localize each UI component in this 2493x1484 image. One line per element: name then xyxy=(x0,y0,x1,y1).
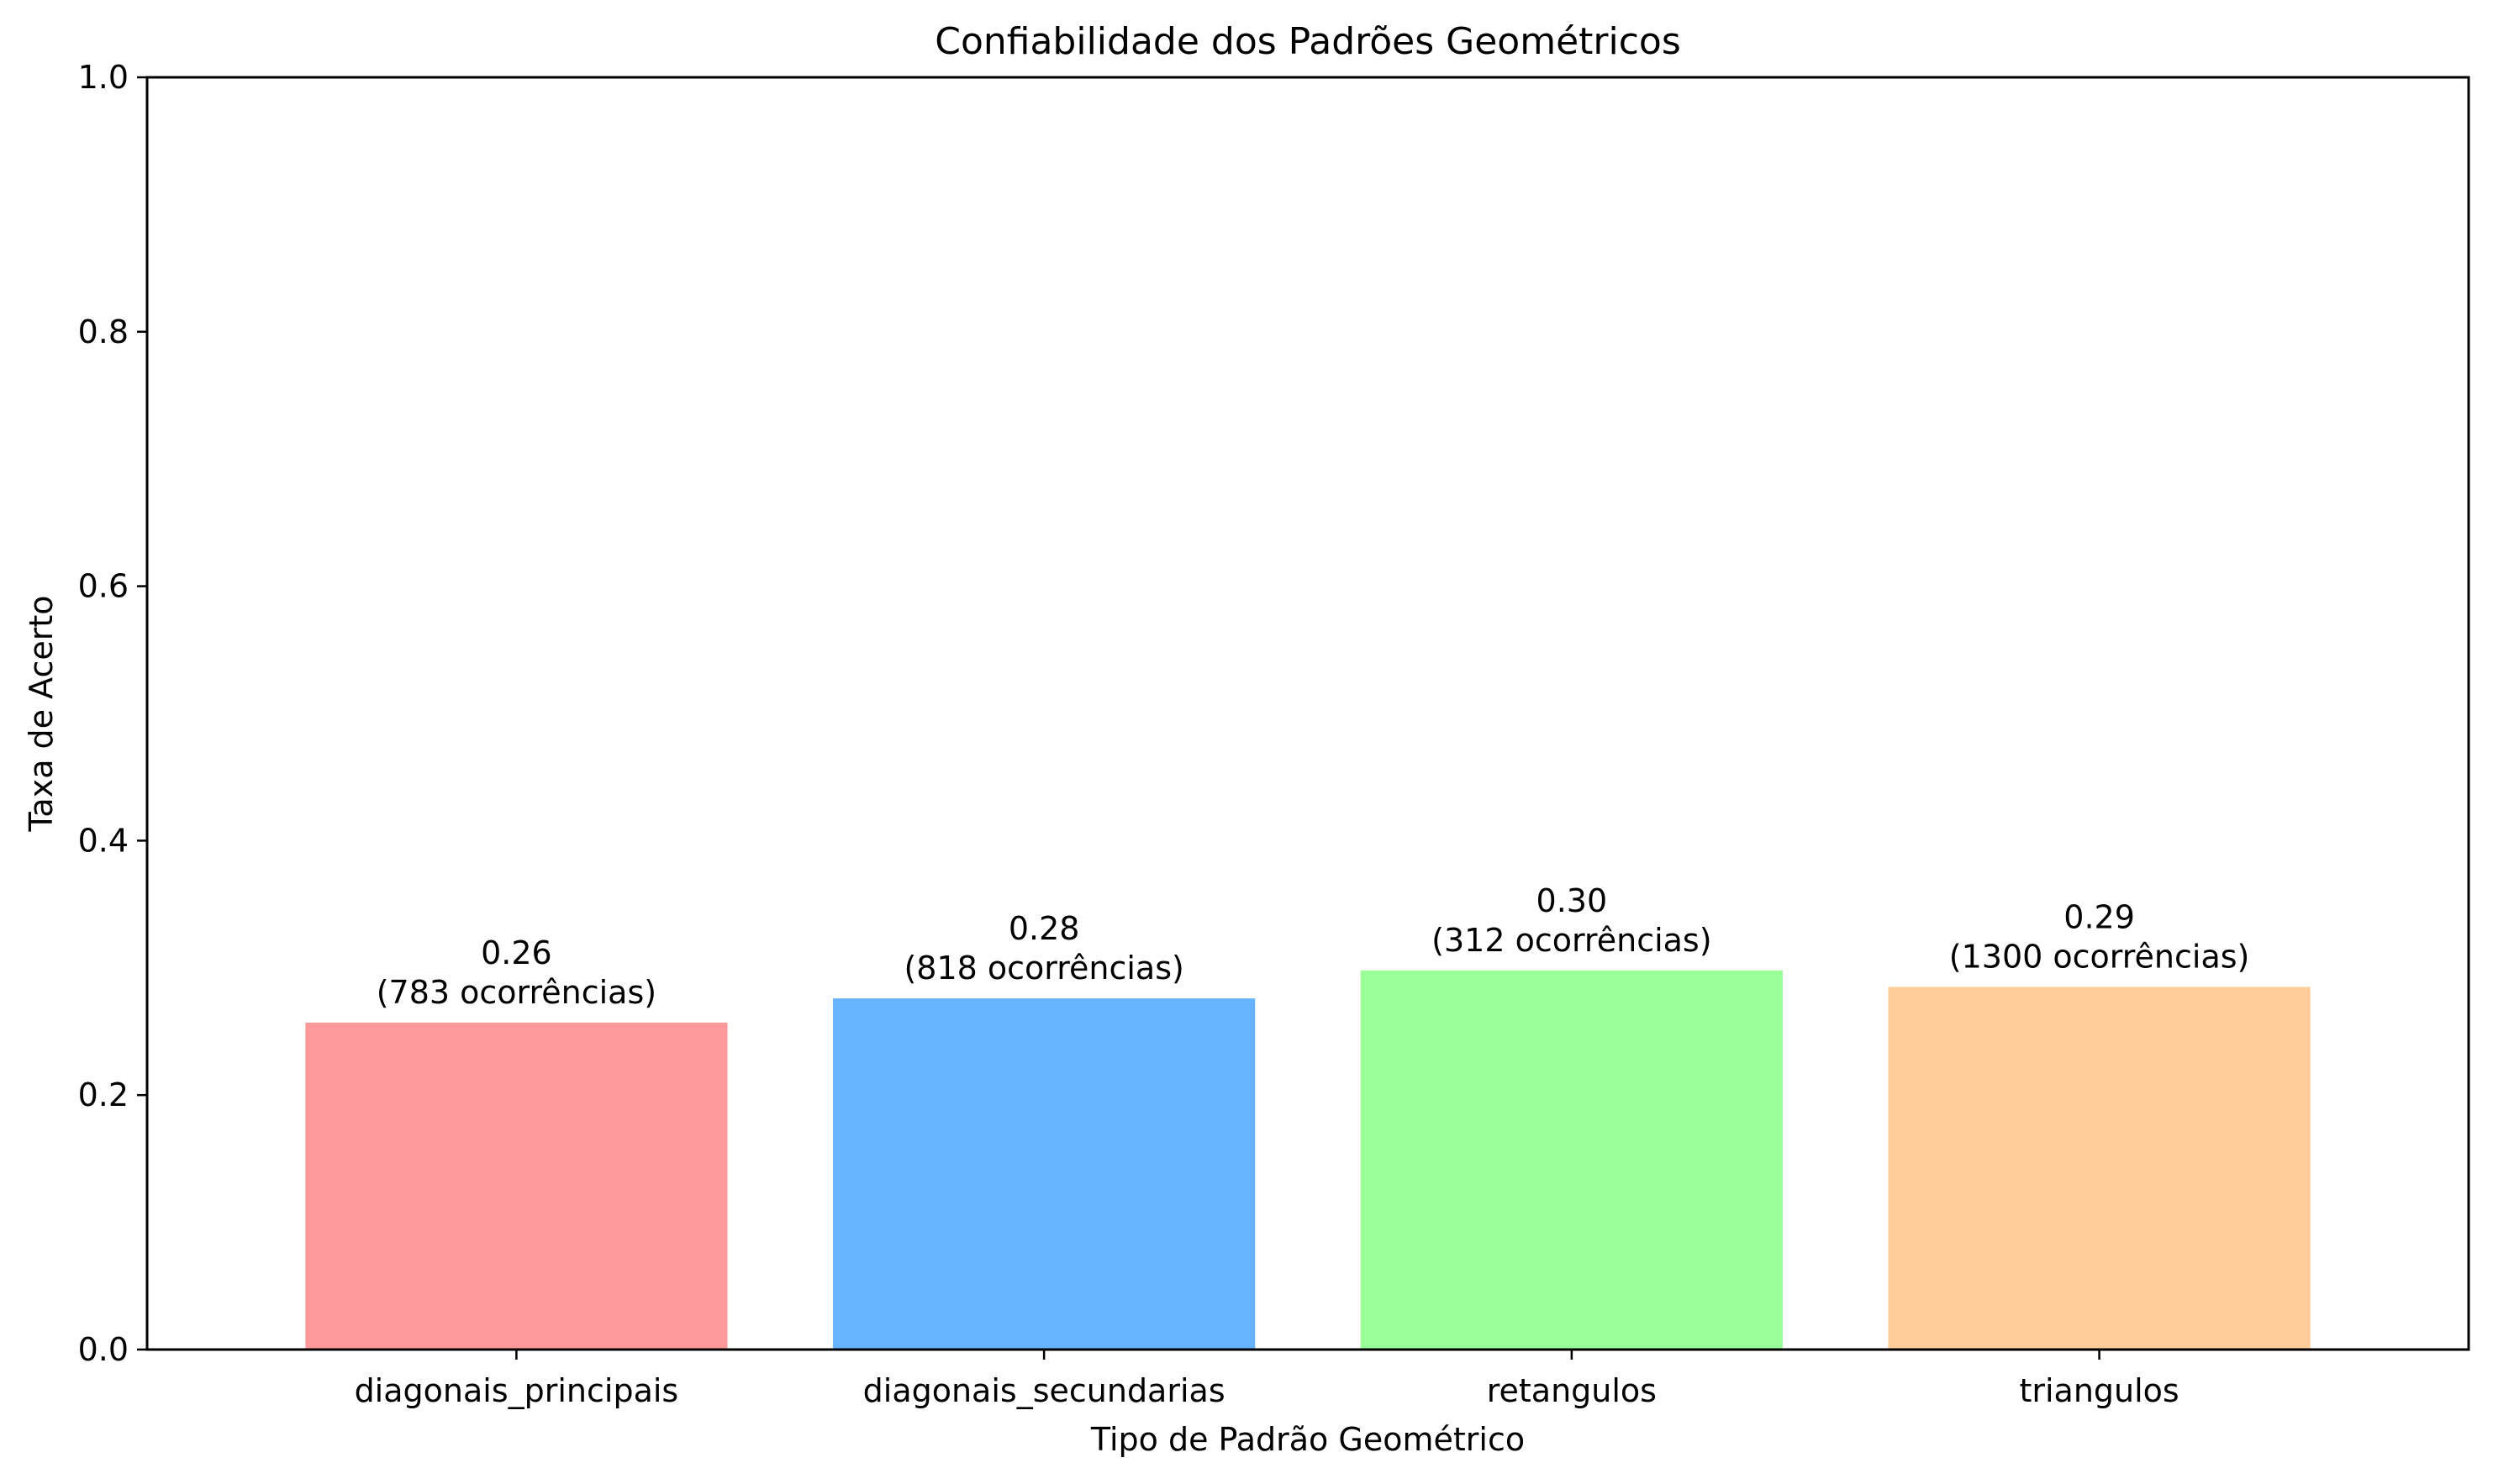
y-tick-label: 0.6 xyxy=(78,568,129,605)
axes-frame xyxy=(145,76,2470,1351)
bar-value-label: 0.26 xyxy=(481,934,552,971)
bar-value-label: 0.30 xyxy=(1536,882,1608,919)
x-tick-label: diagonais_principais xyxy=(355,1372,679,1409)
x-tick-label: retangulos xyxy=(1487,1372,1657,1409)
y-tick-label: 0.2 xyxy=(78,1076,129,1113)
bar-retangulos xyxy=(1360,970,1783,1350)
bar-count-label: (312 ocorrências) xyxy=(1431,922,1711,959)
y-tick-label: 1.0 xyxy=(78,59,129,96)
bar-count-label: (783 ocorrências) xyxy=(377,974,656,1011)
y-axis: 0.0 0.2 0.4 0.6 0.8 1.0 xyxy=(78,59,147,1368)
bar-value-label: 0.28 xyxy=(1009,910,1080,947)
bar-count-label: (818 ocorrências) xyxy=(904,950,1183,987)
x-axis-label: Tipo de Padrão Geométrico xyxy=(1090,1421,1525,1458)
y-axis-label: Taxa de Acerto xyxy=(23,595,60,832)
bar-diagonais_principais xyxy=(305,1022,728,1350)
x-tick-label: diagonais_secundarias xyxy=(863,1372,1225,1409)
y-tick-label: 0.0 xyxy=(78,1331,129,1368)
x-axis: diagonais_principais diagonais_secundaria… xyxy=(355,1350,2179,1409)
bar-count-label: (1300 ocorrências) xyxy=(1949,939,2250,976)
y-tick-label: 0.8 xyxy=(78,313,129,350)
plot-area: 0.26(783 ocorrências) 0.28(818 ocorrência… xyxy=(305,882,2311,1350)
bar-triangulos xyxy=(1888,987,2311,1350)
y-tick-label: 0.4 xyxy=(78,822,129,859)
x-tick-label: triangulos xyxy=(2019,1372,2179,1409)
bar-value-label: 0.29 xyxy=(2063,899,2135,936)
bar-diagonais_secundarias xyxy=(833,998,1256,1350)
chart-title: Confiabilidade dos Padrões Geométricos xyxy=(935,20,1681,63)
